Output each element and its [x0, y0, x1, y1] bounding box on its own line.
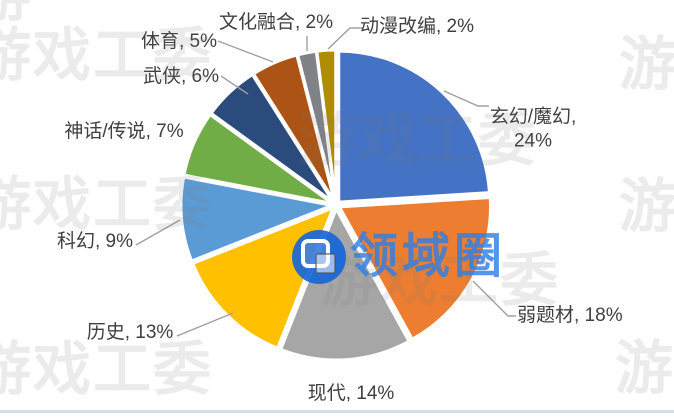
pie-slice-0 [337, 49, 491, 204]
leader-line-3 [176, 312, 234, 337]
pie-slice-4 [179, 175, 334, 263]
slice-label-3: 历史, 13% [86, 322, 174, 344]
slice-label-0: 玄幻/魔幻, 24% [489, 106, 577, 151]
leader-line-9 [327, 27, 363, 50]
slice-label-7: 体育, 5% [140, 31, 218, 53]
bottom-border-line [0, 410, 674, 413]
leader-line-0 [443, 90, 489, 107]
logo-text: 领域圈 [350, 230, 507, 283]
pie-slice-2 [279, 207, 411, 362]
slice-label-2: 现代, 14% [307, 383, 395, 405]
slice-label-5: 神话/传说, 7% [64, 121, 184, 143]
leader-line-1 [472, 280, 516, 317]
brand-logo: 领域圈 [291, 229, 506, 285]
pie-slice-5 [182, 113, 334, 205]
slice-label-4: 科幻, 9% [56, 231, 134, 253]
logo-circle-icon [291, 229, 347, 285]
slice-label-9: 动漫改编, 2% [359, 16, 475, 38]
pie-slice-9 [315, 48, 338, 203]
slice-label-1: 弱题材, 18% [517, 305, 623, 327]
slice-label-8: 文化融合, 2% [218, 12, 334, 34]
pie-slice-1 [338, 195, 493, 341]
slice-label-6: 武侠, 6% [142, 66, 220, 88]
leader-line-7 [217, 40, 274, 63]
leader-line-4 [135, 219, 181, 246]
leader-line-6 [220, 75, 249, 95]
